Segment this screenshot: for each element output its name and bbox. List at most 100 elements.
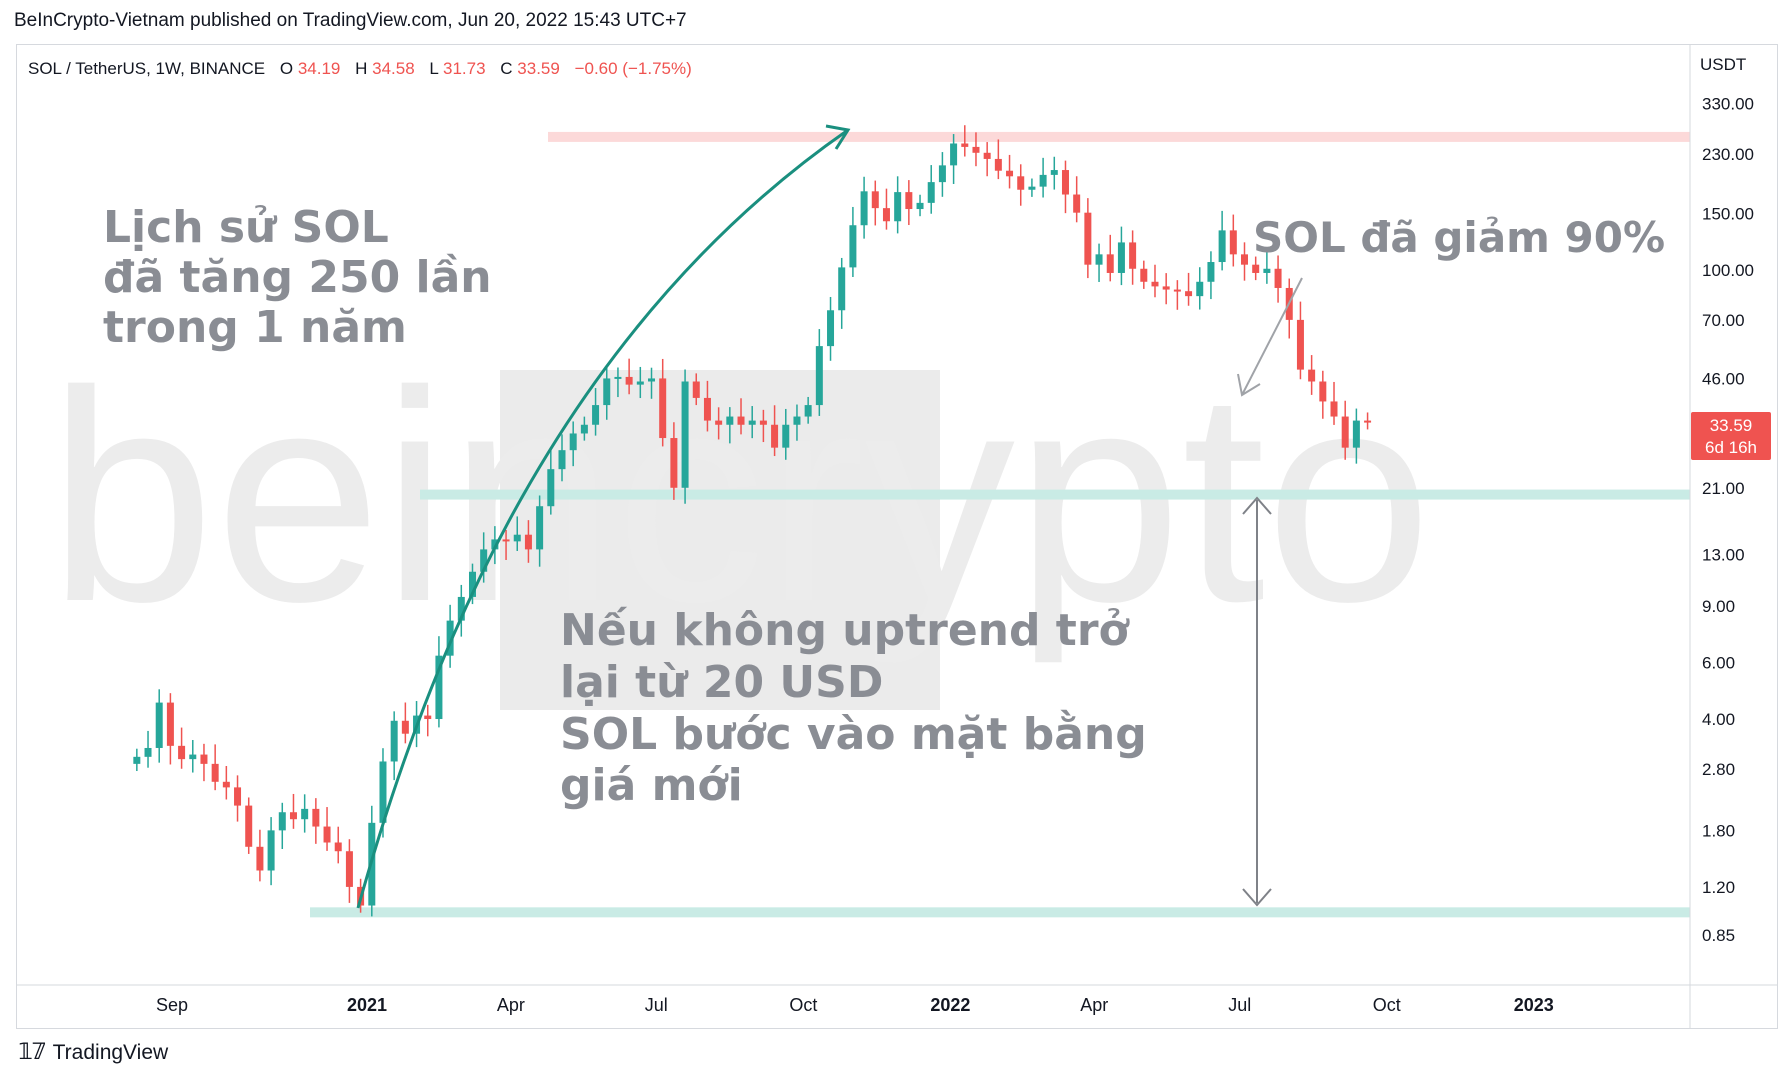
candle-body[interactable] <box>1017 176 1025 190</box>
candle-body[interactable] <box>401 720 409 734</box>
candle-body[interactable] <box>334 842 342 852</box>
candle-body[interactable] <box>312 808 320 827</box>
candle-body[interactable] <box>524 534 532 550</box>
candle-body[interactable] <box>1241 254 1248 265</box>
candle-body[interactable] <box>1330 401 1338 417</box>
candle-body[interactable] <box>737 416 745 425</box>
candle-body[interactable] <box>1341 416 1349 448</box>
candle-body[interactable] <box>323 826 331 843</box>
candle-body[interactable] <box>166 702 174 746</box>
candle-body[interactable] <box>211 763 219 782</box>
candle-body[interactable] <box>536 506 544 550</box>
candle-body[interactable] <box>882 208 890 222</box>
candle-body[interactable] <box>994 158 1002 171</box>
candle-body[interactable] <box>547 469 555 507</box>
footer-brand[interactable]: 𝟙𝟟 TradingView <box>18 1040 168 1065</box>
candle-body[interactable] <box>200 754 208 764</box>
candle-body[interactable] <box>1173 289 1181 292</box>
candle-body[interactable] <box>1095 254 1103 265</box>
candle-body[interactable] <box>782 424 790 448</box>
candle-body[interactable] <box>894 192 902 222</box>
candle-body[interactable] <box>827 310 835 347</box>
candle-body[interactable] <box>916 202 924 210</box>
candle-body[interactable] <box>938 165 946 183</box>
candle-body[interactable] <box>692 381 700 398</box>
candle-body[interactable] <box>927 182 935 203</box>
candle-body[interactable] <box>838 267 846 311</box>
candle-body[interactable] <box>1061 170 1069 195</box>
candle-body[interactable] <box>603 378 611 406</box>
candle-body[interactable] <box>849 225 857 268</box>
candle-body[interactable] <box>558 450 566 470</box>
candle-body[interactable] <box>1117 242 1125 273</box>
candle-body[interactable] <box>446 620 454 656</box>
candle-body[interactable] <box>513 534 521 542</box>
candle-body[interactable] <box>625 376 633 385</box>
candle-body[interactable] <box>1319 381 1327 402</box>
candle-body[interactable] <box>289 812 297 820</box>
candle-body[interactable] <box>715 420 723 425</box>
candle-body[interactable] <box>1229 230 1237 255</box>
candle-body[interactable] <box>245 805 253 847</box>
candle-body[interactable] <box>1218 230 1226 263</box>
candle-body[interactable] <box>435 655 443 720</box>
candle-body[interactable] <box>905 192 913 210</box>
candle-body[interactable] <box>234 787 242 806</box>
candle-body[interactable] <box>1140 268 1148 282</box>
candle-body[interactable] <box>726 416 734 425</box>
candle-body[interactable] <box>972 146 980 153</box>
candle-body[interactable] <box>222 781 230 788</box>
candle-body[interactable] <box>1028 186 1036 190</box>
candle-body[interactable] <box>267 830 275 871</box>
candle-body[interactable] <box>480 549 488 572</box>
candle-body[interactable] <box>815 346 823 406</box>
candle-body[interactable] <box>681 381 689 488</box>
candle-body[interactable] <box>1263 268 1271 273</box>
candle-body[interactable] <box>659 378 667 439</box>
candle-body[interactable] <box>636 381 644 385</box>
candle-body[interactable] <box>580 424 588 434</box>
candle-body[interactable] <box>1050 170 1058 175</box>
candle-body[interactable] <box>256 846 264 871</box>
candle-body[interactable] <box>804 405 812 417</box>
candle-body[interactable] <box>1073 194 1081 213</box>
candle-body[interactable] <box>468 571 476 597</box>
candle-body[interactable] <box>983 152 991 159</box>
candle-body[interactable] <box>457 596 465 621</box>
candle-body[interactable] <box>648 378 656 382</box>
candle-body[interactable] <box>1296 319 1304 370</box>
candle-body[interactable] <box>424 715 432 720</box>
candle-body[interactable] <box>379 761 387 823</box>
candle-body[interactable] <box>771 424 779 448</box>
candle-body[interactable] <box>871 191 879 209</box>
candle-body[interactable] <box>1162 286 1170 290</box>
candle-body[interactable] <box>860 191 868 226</box>
candle-body[interactable] <box>1308 369 1316 382</box>
candle-body[interactable] <box>345 851 353 887</box>
candle-body[interactable] <box>1352 420 1360 448</box>
candle-body[interactable] <box>961 143 969 147</box>
candle-body[interactable] <box>189 754 197 760</box>
candle-body[interactable] <box>569 433 577 451</box>
candle-body[interactable] <box>1006 170 1014 177</box>
candle-body[interactable] <box>155 702 163 748</box>
candle-body[interactable] <box>614 376 622 379</box>
candle-body[interactable] <box>703 397 711 421</box>
candle-body[interactable] <box>1106 254 1114 273</box>
candle-body[interactable] <box>502 539 510 542</box>
candle-body[interactable] <box>1207 262 1215 282</box>
candle-body[interactable] <box>592 405 600 425</box>
candle-body[interactable] <box>670 438 678 488</box>
candle-body[interactable] <box>793 416 801 425</box>
candle-body[interactable] <box>1196 281 1204 297</box>
candle-body[interactable] <box>1084 212 1092 265</box>
candle-body[interactable] <box>1252 264 1260 273</box>
candle-body[interactable] <box>1039 174 1047 187</box>
candle-body[interactable] <box>1274 268 1282 288</box>
candle-body[interactable] <box>1151 281 1159 287</box>
candle-body[interactable] <box>1129 242 1137 269</box>
candle-body[interactable] <box>1364 420 1372 423</box>
candle-body[interactable] <box>301 808 309 820</box>
candle-body[interactable] <box>133 756 141 764</box>
